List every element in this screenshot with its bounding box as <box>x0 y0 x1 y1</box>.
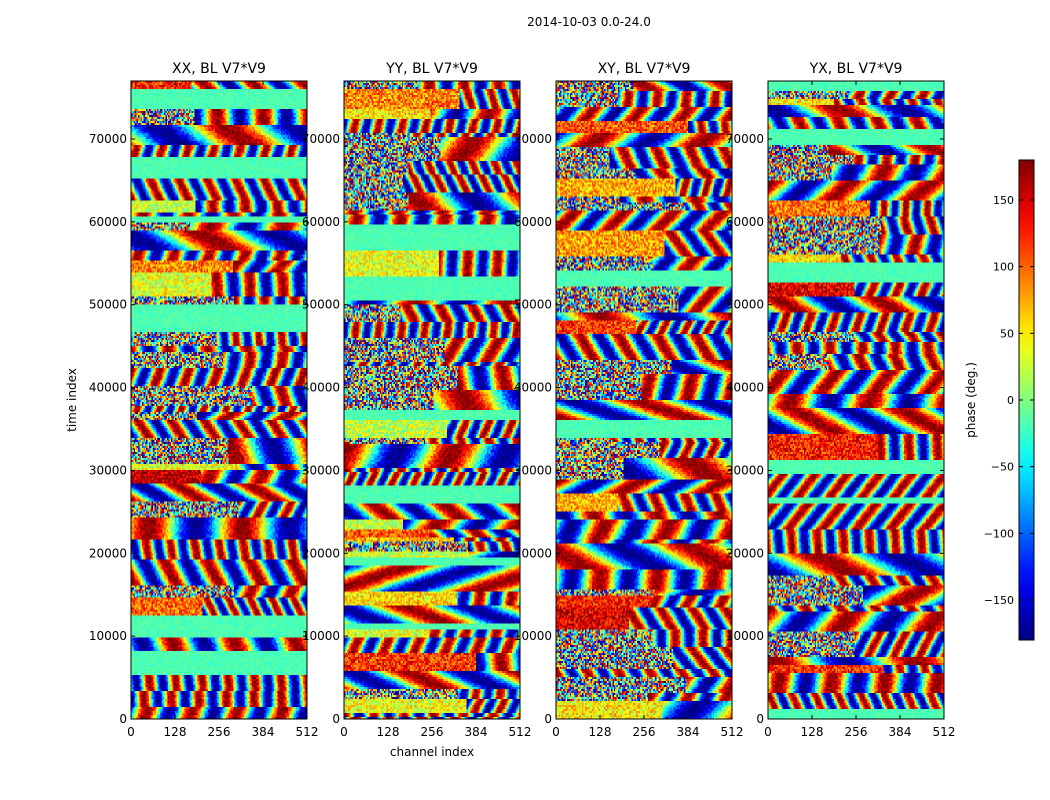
y-tick-label: 10000 <box>89 629 127 643</box>
y-tick-label: 60000 <box>514 215 552 229</box>
x-axis-label: channel index <box>390 745 474 759</box>
y-tick-label: 30000 <box>726 463 764 477</box>
x-tick-label: 0 <box>127 725 135 739</box>
x-tick-label: 384 <box>252 725 275 739</box>
colorbar-tick-label: −100 <box>984 527 1014 540</box>
y-tick-label: 40000 <box>726 381 764 395</box>
y-tick-label: 40000 <box>302 381 340 395</box>
y-tick-label: 50000 <box>514 298 552 312</box>
x-tick-label: 256 <box>208 725 231 739</box>
colorbar-tick-label: 100 <box>993 261 1014 274</box>
x-tick-label: 256 <box>845 725 868 739</box>
colorbar-tick-label: −50 <box>991 461 1014 474</box>
colorbar-label: phase (deg.) <box>964 362 978 438</box>
y-tick-label: 50000 <box>302 298 340 312</box>
y-tick-label: 70000 <box>89 132 127 146</box>
y-tick-label: 0 <box>544 712 552 726</box>
colorbar-tick-label: 150 <box>993 194 1014 207</box>
y-tick-label: 60000 <box>726 215 764 229</box>
y-tick-label: 10000 <box>726 629 764 643</box>
heatmap-panel: YY, BL V7*V9 0 128 256 384 512 0 10000 20000 3000… <box>302 61 532 759</box>
y-tick-label: 0 <box>756 712 764 726</box>
heatmap-image <box>556 81 732 719</box>
x-tick-label: 512 <box>721 725 744 739</box>
x-tick-label: 256 <box>421 725 444 739</box>
y-tick-label: 20000 <box>726 546 764 560</box>
y-tick-label: 20000 <box>302 546 340 560</box>
x-tick-label: 128 <box>801 725 824 739</box>
heatmap-image <box>131 81 307 719</box>
colorbar: −150 −100 −50 0 50 100 150 phase (deg.) <box>964 159 1035 641</box>
colorbar-tick-label: 50 <box>1000 327 1014 340</box>
y-tick-label: 70000 <box>514 132 552 146</box>
x-tick-label: 512 <box>509 725 532 739</box>
y-tick-label: 40000 <box>514 381 552 395</box>
heatmap-panel: XX, BL V7*V9 0 128 256 384 512 0 10000 20000 3000… <box>65 61 318 739</box>
y-axis-label: time index <box>65 368 79 432</box>
x-tick-label: 0 <box>552 725 560 739</box>
y-tick-label: 60000 <box>302 215 340 229</box>
panel-title: XX, BL V7*V9 <box>172 61 266 77</box>
heatmap-panels: XX, BL V7*V9 0 128 256 384 512 0 10000 20000 3000… <box>65 61 955 759</box>
y-tick-label: 70000 <box>302 132 340 146</box>
y-tick-label: 50000 <box>89 298 127 312</box>
y-tick-label: 20000 <box>89 546 127 560</box>
colorbar-tick-label: −150 <box>984 594 1014 607</box>
panel-title: YX, BL V7*V9 <box>809 61 903 77</box>
y-tick-label: 30000 <box>514 463 552 477</box>
x-tick-label: 384 <box>465 725 488 739</box>
y-tick-label: 10000 <box>302 629 340 643</box>
heatmap-image <box>768 81 944 719</box>
y-tick-label: 50000 <box>726 298 764 312</box>
y-tick-label: 10000 <box>514 629 552 643</box>
y-tick-label: 20000 <box>514 546 552 560</box>
y-tick-label: 0 <box>332 712 340 726</box>
y-tick-label: 0 <box>119 712 127 726</box>
x-tick-label: 128 <box>589 725 612 739</box>
y-tick-label: 30000 <box>302 463 340 477</box>
x-tick-label: 128 <box>377 725 400 739</box>
x-tick-label: 128 <box>164 725 187 739</box>
y-tick-label: 30000 <box>89 463 127 477</box>
x-tick-label: 0 <box>764 725 772 739</box>
figure-suptitle: 2014-10-03 0.0-24.0 <box>527 15 651 29</box>
x-tick-label: 512 <box>933 725 956 739</box>
x-tick-label: 512 <box>296 725 319 739</box>
y-tick-label: 40000 <box>89 381 127 395</box>
y-tick-label: 60000 <box>89 215 127 229</box>
heatmap-panel: YX, BL V7*V9 0 128 256 384 512 0 10000 20000 3000… <box>726 61 956 739</box>
x-tick-label: 256 <box>633 725 656 739</box>
heatmap-image <box>344 81 520 719</box>
x-tick-label: 0 <box>340 725 348 739</box>
colorbar-tick-label: 0 <box>1007 394 1014 407</box>
panel-title: YY, BL V7*V9 <box>385 61 478 77</box>
y-tick-label: 70000 <box>726 132 764 146</box>
x-tick-label: 384 <box>889 725 912 739</box>
heatmap-panel: XY, BL V7*V9 0 128 256 384 512 0 10000 20000 3000… <box>514 61 744 739</box>
x-tick-label: 384 <box>677 725 700 739</box>
panel-title: XY, BL V7*V9 <box>598 61 691 77</box>
